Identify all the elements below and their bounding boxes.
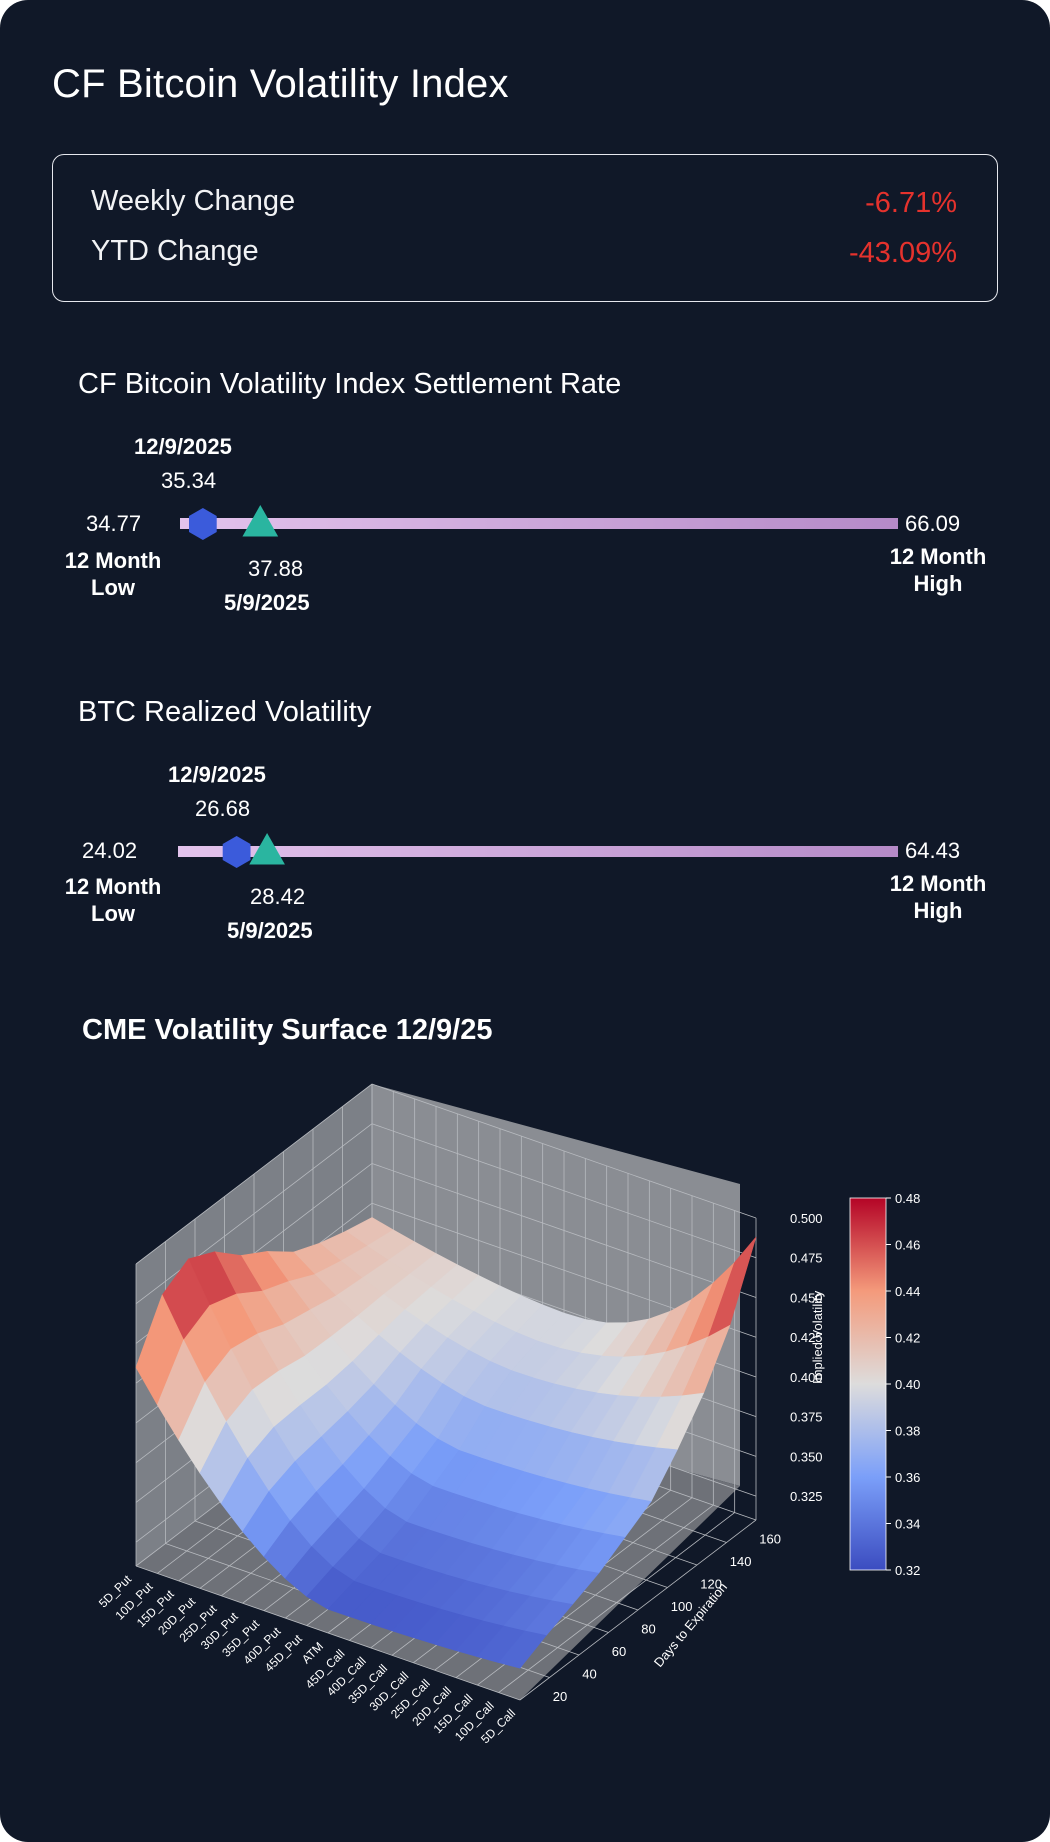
settlement-past-date: 5/9/2025 xyxy=(224,590,310,615)
days-tick-label: 120 xyxy=(700,1576,722,1591)
realized-past-date: 5/9/2025 xyxy=(227,918,313,943)
colorbar-tick-label: 0.44 xyxy=(895,1284,920,1299)
iv-tick-label: 0.400 xyxy=(790,1370,823,1385)
settlement-low-label: 12 Month Low xyxy=(64,548,162,600)
settlement-current-marker xyxy=(189,508,217,540)
realized-high-label: 12 Month High xyxy=(889,871,987,923)
iv-tick-label: 0.475 xyxy=(790,1251,823,1266)
iv-tick-label: 0.375 xyxy=(790,1410,823,1425)
colorbar-gradient xyxy=(849,1197,887,1571)
colorbar-tick-label: 0.46 xyxy=(895,1238,920,1253)
days-tick-label: 80 xyxy=(641,1621,655,1636)
days-tick-label: 60 xyxy=(612,1644,626,1659)
volatility-surface-chart: 5D_Put10D_Put15D_Put20D_Put25D_Put30D_Pu… xyxy=(96,1083,920,1746)
weekly-change-label: Weekly Change xyxy=(91,185,296,217)
settlement-current-date: 12/9/2025 xyxy=(134,434,232,459)
surface-patch xyxy=(498,1630,547,1669)
settlement-high-label: 12 Month High xyxy=(889,544,987,596)
days-tick-label: 160 xyxy=(759,1531,781,1546)
realized-current-value: 26.68 xyxy=(195,796,251,821)
settlement-current-value: 35.34 xyxy=(161,468,217,493)
surface-mesh xyxy=(135,1217,757,1669)
settlement-high-value: 66.09 xyxy=(905,511,961,536)
days-tick-label: 140 xyxy=(730,1554,752,1569)
days-tick-label: 20 xyxy=(553,1689,567,1704)
colorbar-tick-label: 0.38 xyxy=(895,1424,920,1439)
realized-past-value: 28.42 xyxy=(250,884,306,909)
change-summary-box: Weekly Change -6.71% YTD Change -43.09% xyxy=(52,154,998,302)
iv-tick-label: 0.425 xyxy=(790,1330,823,1345)
realized-low-label: 12 Month Low xyxy=(64,874,162,926)
realized-past-marker xyxy=(249,833,285,865)
page-title: CF Bitcoin Volatility Index xyxy=(52,62,509,106)
colorbar-tick-label: 0.34 xyxy=(895,1517,920,1532)
iv-tick-label: 0.350 xyxy=(790,1449,823,1464)
colorbar-tick-label: 0.42 xyxy=(895,1331,920,1346)
ytd-change-label: YTD Change xyxy=(91,235,259,267)
days-tick-label: 100 xyxy=(671,1599,693,1614)
settlement-section-title: CF Bitcoin Volatility Index Settlement R… xyxy=(78,368,622,400)
realized-current-marker xyxy=(222,836,251,868)
colorbar-tick-label: 0.40 xyxy=(895,1377,920,1392)
realized-high-value: 64.43 xyxy=(905,838,961,863)
iv-tick-label: 0.500 xyxy=(790,1211,823,1226)
settlement-range-bar xyxy=(180,518,898,529)
settlement-past-marker xyxy=(242,505,279,537)
iv-tick-label: 0.450 xyxy=(790,1290,823,1305)
days-tick-label: 40 xyxy=(582,1666,596,1681)
weekly-change-value: -6.71% xyxy=(865,187,957,219)
settlement-low-value: 34.77 xyxy=(86,511,142,536)
realized-current-date: 12/9/2025 xyxy=(168,762,266,787)
iv-tick-label: 0.325 xyxy=(790,1489,823,1504)
realized-low-value: 24.02 xyxy=(82,838,138,863)
settlement-past-value: 37.88 xyxy=(248,556,304,581)
realized-range-bar xyxy=(178,846,898,857)
realized-section-title: BTC Realized Volatility xyxy=(78,696,372,728)
z-axis-label: Implied Volatility xyxy=(810,1290,825,1384)
y-axis-label: Days to Expiration xyxy=(651,1579,730,1669)
surface-chart-title: CME Volatility Surface 12/9/25 xyxy=(82,1014,493,1046)
colorbar-tick-label: 0.36 xyxy=(895,1470,920,1485)
colorbar-tick-label: 0.48 xyxy=(895,1191,920,1206)
colorbar-tick-label: 0.32 xyxy=(895,1563,920,1578)
colorbar: 0.32 0.34 0.36 0.38 0.40 0.42 0.44 0.46 0.48 xyxy=(849,1191,920,1578)
ytd-change-value: -43.09% xyxy=(848,237,957,269)
